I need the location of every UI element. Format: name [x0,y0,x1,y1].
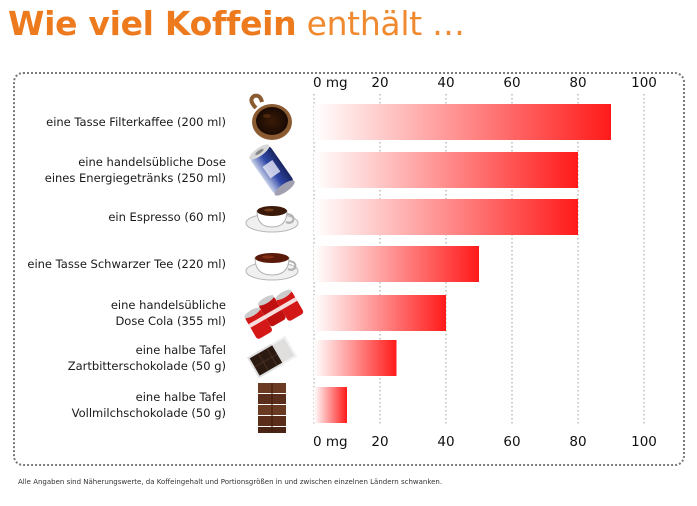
tick-bottom-5: 100 [631,434,657,450]
coffee-mug-icon [249,93,292,140]
tick-bottom-1: 20 [371,434,388,450]
tick-top-3: 60 [503,75,520,91]
bar-1 [314,152,578,188]
bar-3 [314,246,479,282]
tick-bottom-4: 80 [569,434,586,450]
footnote: Alle Angaben sind Näherungswerte, da Kof… [18,478,443,486]
tick-bottom-0: 0 mg [313,434,348,450]
tick-top-1: 20 [371,75,388,91]
energy-drink-can-icon [249,144,295,196]
category-label-0-0: eine Tasse Filterkaffee (200 ml) [46,115,226,129]
title-bold: Wie viel Koffein [8,4,297,43]
tick-bottom-3: 60 [503,434,520,450]
bar-2 [314,199,578,235]
category-label-5-0: eine halbe Tafel [136,343,226,357]
chart-frame [13,72,685,466]
category-icons [244,93,304,433]
tick-bottom-2: 40 [437,434,454,450]
category-label-6-0: eine halbe Tafel [136,390,226,404]
cola-cans-icon [244,289,304,339]
dark-chocolate-icon [246,335,298,379]
bars [314,104,611,423]
tick-top-5: 100 [631,75,657,91]
category-label-4-0: eine handelsübliche [111,298,226,312]
page-title: Wie viel Koffein enthält … [8,4,465,43]
category-label-5-1: Zartbitterschokolade (50 g) [68,359,226,373]
category-label-3-0: eine Tasse Schwarzer Tee (220 ml) [27,257,226,271]
tick-top-0: 0 mg [313,75,348,91]
category-label-2-0: ein Espresso (60 ml) [108,210,226,224]
category-label-1-1: eines Energiegetränks (250 ml) [45,171,226,185]
title-rest: enthält … [306,4,466,43]
axis-bottom: 0 mg 20 40 60 80 100 [313,434,657,450]
bar-4 [314,295,446,331]
espresso-cup-icon [245,206,299,233]
bar-0 [314,104,611,140]
bar-6 [314,387,347,423]
category-label-4-1: Dose Cola (355 ml) [115,314,226,328]
category-labels: eine Tasse Filterkaffee (200 ml) eine han… [27,115,226,420]
tick-top-4: 80 [569,75,586,91]
axis-top: 0 mg 20 40 60 80 100 [313,75,657,91]
category-label-1-0: eine handelsübliche Dose [78,155,226,169]
tea-cup-icon [245,253,299,281]
category-label-6-1: Vollmilchschokolade (50 g) [72,406,226,420]
bar-5 [314,340,397,376]
tick-top-2: 40 [437,75,454,91]
milk-chocolate-icon [258,383,286,433]
